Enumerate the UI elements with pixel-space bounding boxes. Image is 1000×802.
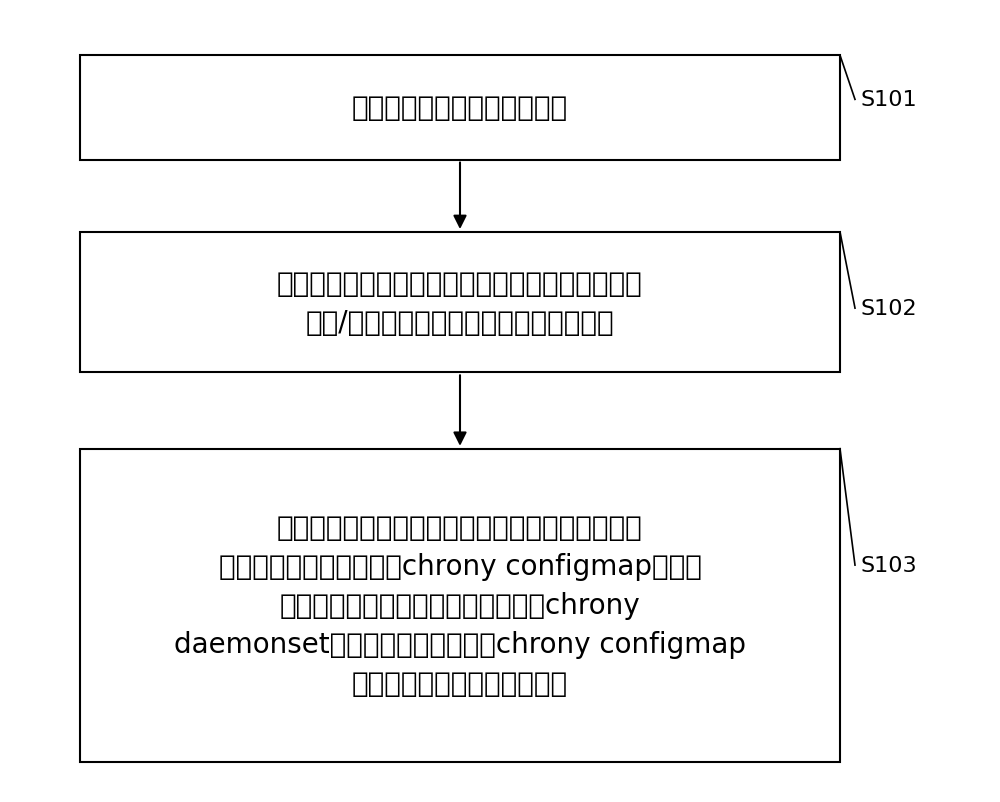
Text: 调用所有集群接口，以根据目标时间同步策略更新
所有集群包括的节点中的chrony configmap配置文
件，并触发所有集群包括的节点中的chrony
dae: 调用所有集群接口，以根据目标时间同步策略更新 所有集群包括的节点中的chrony… [174,513,746,698]
Text: S103: S103 [860,556,917,575]
Text: S101: S101 [860,91,917,110]
Text: S102: S102 [860,299,917,318]
FancyBboxPatch shape [80,449,840,762]
Text: 按照更新请求更新时间同步策略中的时间服务器信
息和/或同步规则，获得目标时间同步策略: 按照更新请求更新时间同步策略中的时间服务器信 息和/或同步规则，获得目标时间同步… [277,269,643,336]
FancyBboxPatch shape [80,233,840,373]
FancyBboxPatch shape [80,56,840,160]
Text: 接收时间同步策略的更新请求: 接收时间同步策略的更新请求 [352,95,568,122]
